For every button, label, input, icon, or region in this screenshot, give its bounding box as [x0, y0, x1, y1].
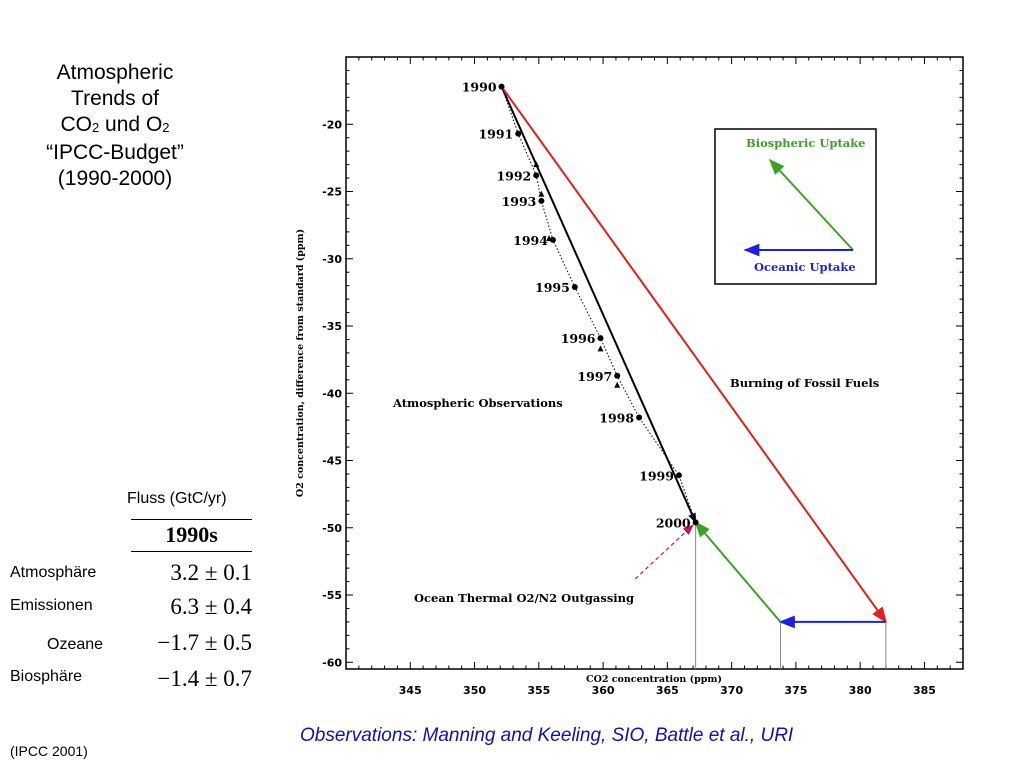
observed-trend-vector: [500, 86, 697, 524]
obs-triangle-point: [533, 161, 540, 168]
x-tick-label: 370: [720, 684, 743, 697]
obs-triangle-point: [546, 235, 553, 242]
x-axis-ticks: 345 350 355 360 365 370 375 380 385: [399, 684, 936, 697]
row-label-biosphere: Biosphäre: [10, 668, 83, 685]
title-line-2: Trends of: [71, 87, 159, 110]
obs-year-label-1995: 1995: [535, 280, 570, 295]
row-value-oceans: −1.7 ± 0.5: [157, 630, 252, 655]
citation: (IPCC 2001): [10, 743, 88, 759]
x-tick-label: 375: [784, 684, 807, 697]
burning-of-fossil-fuels-vector: [500, 86, 887, 624]
observation-series: 1990 1991 1992 1993 1994 1995 1996 1997 1998 1999…: [462, 80, 699, 530]
annotation-outgassing: Ocean Thermal O2/N2 Outgassing: [414, 591, 634, 605]
y-tick-label: -55: [322, 589, 342, 602]
y-axis-ticks: -20 -25 -30 -35 -40 -45 -50 -55 -60: [322, 118, 342, 669]
y-tick-label: -35: [322, 320, 342, 333]
obs-point-1992: [533, 172, 540, 179]
x-tick-label: 360: [592, 684, 615, 697]
obs-triangle-point: [597, 345, 604, 352]
obs-point-1990: [498, 83, 505, 90]
obs-year-label-1998: 1998: [599, 410, 634, 425]
obs-point-1999: [675, 472, 682, 479]
y-tick-label: -50: [322, 522, 342, 535]
x-tick-label: 355: [527, 684, 550, 697]
obs-point-1998: [636, 414, 643, 421]
obs-point-2000: [692, 519, 699, 526]
row-value-emissions: 6.3 ± 0.4: [170, 594, 252, 619]
obs-year-label-2000: 2000: [656, 515, 691, 530]
biospheric-uptake-vector: [694, 521, 782, 623]
drop-lines: [695, 522, 887, 669]
title-line-3: CO2 und O2: [60, 113, 170, 136]
y-tick-label: -60: [322, 656, 342, 669]
y-tick-label: -20: [322, 118, 342, 131]
obs-point-1996: [597, 335, 604, 342]
legend-biospheric-arrow: [768, 158, 854, 251]
obs-year-label-1992: 1992: [496, 168, 531, 183]
annotation-fossil: Burning of Fossil Fuels: [730, 376, 879, 390]
x-axis-title: CO2 concentration (ppm): [586, 674, 722, 685]
obs-year-label-1990: 1990: [462, 80, 497, 95]
y-tick-label: -40: [322, 387, 342, 400]
obs-year-label-1999: 1999: [639, 468, 674, 483]
title-line-1: Atmospheric: [56, 61, 174, 84]
chart-legend: Biospheric Uptake Oceanic Uptake: [714, 128, 877, 285]
obs-point-1994: [549, 236, 556, 243]
ocean-thermal-o2-n2-outgassing-vector: [634, 524, 694, 580]
obs-point-1991: [515, 130, 522, 137]
slide-title: Atmospheric Trends of CO2 und O2 “IPCC-B…: [8, 60, 222, 192]
x-tick-label: 365: [656, 684, 679, 697]
obs-year-label-1996: 1996: [561, 331, 596, 346]
minor-ticks: [345, 56, 964, 669]
annotation-observations: Atmospheric Observations: [392, 396, 563, 410]
x-tick-label: 380: [849, 684, 872, 697]
row-label-atmosphere: Atmosphäre: [10, 564, 97, 581]
y-tick-label: -45: [322, 455, 342, 468]
legend-oceanic-text: Oceanic Uptake: [754, 260, 856, 274]
y-axis-title: O2 concentration, difference from standa…: [295, 229, 306, 497]
row-value-atmosphere: 3.2 ± 0.1: [170, 560, 252, 585]
row-value-biosphere: −1.4 ± 0.7: [157, 666, 252, 691]
table-header-rule: [131, 551, 252, 552]
x-tick-label: 345: [399, 684, 422, 697]
obs-year-label-1991: 1991: [478, 127, 513, 142]
obs-triangle-point: [614, 381, 621, 388]
table-top-rule: [131, 519, 252, 520]
source-note: Observations: Manning and Keeling, SIO, …: [300, 725, 794, 746]
obs-year-label-1994: 1994: [513, 233, 548, 248]
obs-year-label-1993: 1993: [502, 194, 537, 209]
y-tick-label: -25: [322, 186, 342, 199]
obs-triangle-point: [538, 190, 545, 197]
obs-point-1995: [571, 284, 578, 291]
obs-year-label-1997: 1997: [577, 369, 612, 384]
legend-box: [714, 128, 877, 285]
x-tick-label: 385: [913, 684, 936, 697]
vectors: [500, 86, 887, 629]
flux-column-label: Fluss (GtC/yr): [127, 490, 227, 507]
row-label-emissions: Emissionen: [10, 597, 93, 614]
legend-biospheric-text: Biospheric Uptake: [746, 136, 866, 150]
title-line-5: (1990-2000): [57, 167, 173, 190]
obs-point-1997: [614, 372, 621, 379]
x-tick-label: 350: [463, 684, 486, 697]
y-tick-label: -30: [322, 253, 342, 266]
obs-point-1993: [538, 197, 545, 204]
row-label-oceans: Ozeane: [47, 636, 104, 653]
title-line-4: “IPCC-Budget”: [46, 141, 184, 164]
table-decade-header: 1990s: [165, 522, 218, 547]
